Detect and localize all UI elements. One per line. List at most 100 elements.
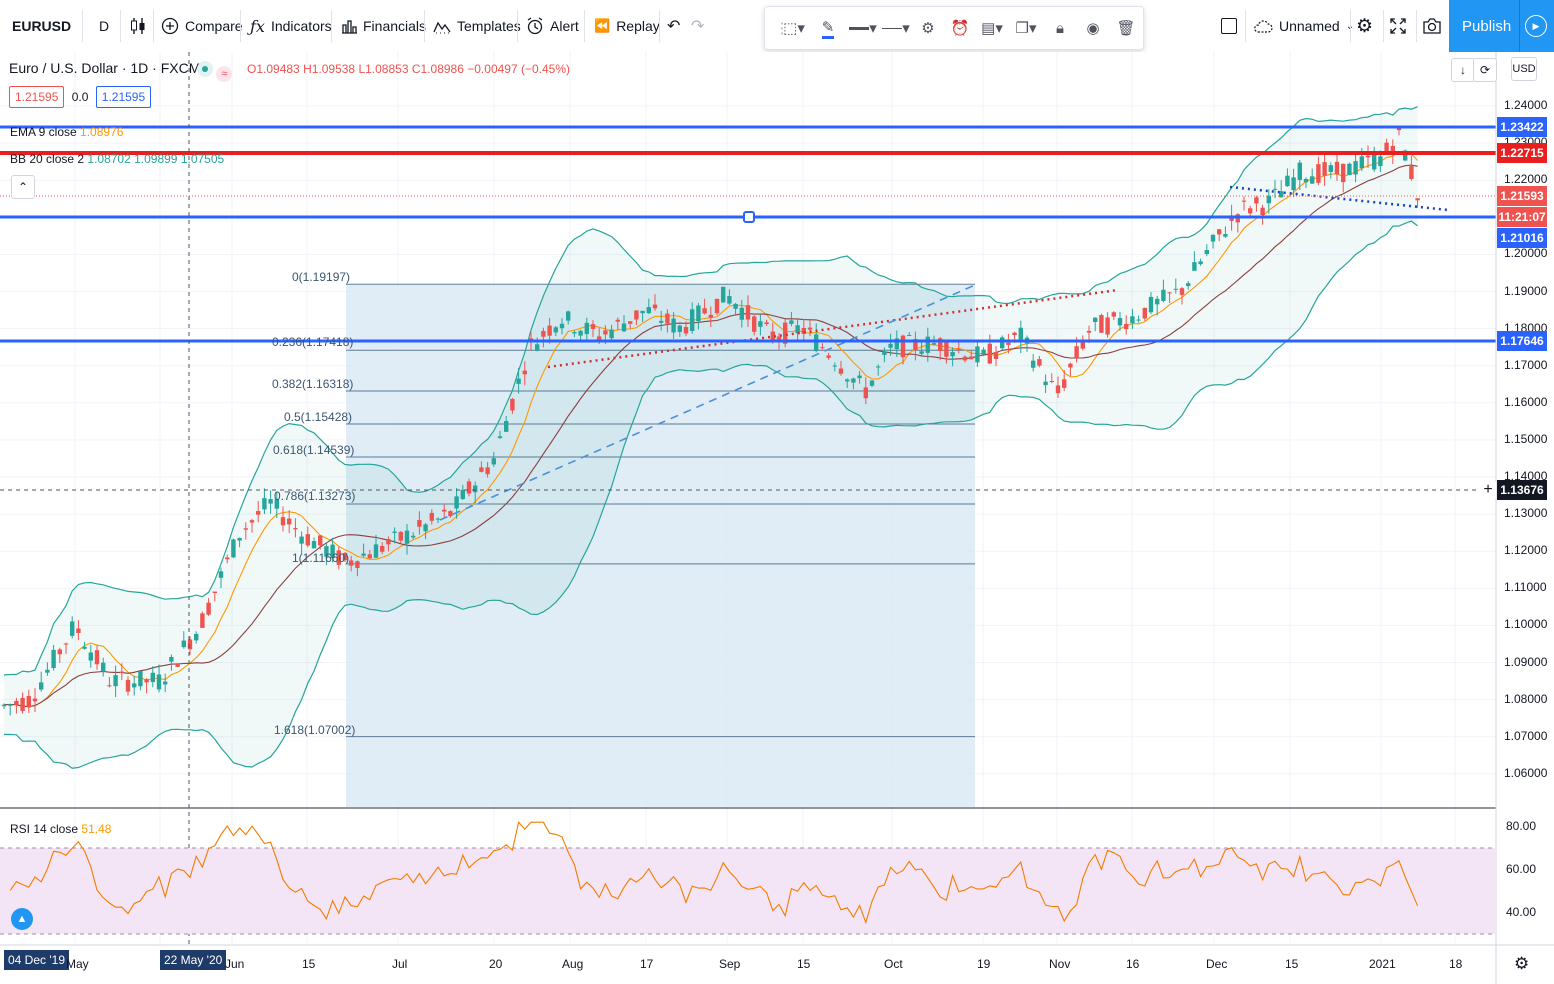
candle-body <box>101 662 106 672</box>
candle-body <box>1031 360 1036 368</box>
candle-body <box>200 613 205 628</box>
sell-button[interactable]: 1.21595 <box>9 86 65 108</box>
line-color-button[interactable]: ✎ <box>815 15 841 41</box>
candle-body <box>559 323 565 329</box>
redo-button[interactable]: ↷ <box>691 0 704 52</box>
candle-body <box>1272 188 1278 190</box>
candle-body <box>931 343 937 345</box>
fib-level-label: 0.5(1.15428) <box>284 410 353 424</box>
bb-values: 1.08702 1.09899 1.07505 <box>87 152 225 166</box>
candle-body <box>454 496 459 509</box>
bb-label: BB 20 close 2 <box>10 152 85 166</box>
collapse-legend-button[interactable]: ⌃ <box>11 175 35 199</box>
drawing-settings-button[interactable]: ⚙ <box>915 15 941 41</box>
drag-handle[interactable]: ⋮ <box>774 20 790 37</box>
time-axis-label: 15 <box>302 957 316 971</box>
candle-body <box>194 633 199 641</box>
candle-body <box>1403 150 1408 161</box>
line-width-button[interactable]: ▾ <box>847 15 879 41</box>
candle-body <box>690 309 695 331</box>
price-axis-label: 1.09000 <box>1504 654 1548 669</box>
layout-checkbox[interactable] <box>1221 0 1237 52</box>
market-status[interactable]: ≈ <box>197 59 233 82</box>
indicators-button[interactable]: ƒx Indicators <box>250 0 332 52</box>
candle-body <box>919 351 924 354</box>
line-style-button[interactable]: ▾ <box>880 15 912 41</box>
alert-drawing-button[interactable]: ⏰ <box>947 15 973 41</box>
play-circle-icon: ▶ <box>1525 15 1547 37</box>
lock-button[interactable]: 🔒︎ <box>1047 15 1073 41</box>
compare-label: Compare <box>185 18 243 34</box>
fullscreen-button[interactable] <box>1390 0 1406 52</box>
fib-level-label: 0.618(1.14539) <box>273 443 355 457</box>
candle-body <box>652 304 658 309</box>
candle-body <box>1062 379 1067 388</box>
price-axis-label: 1.07000 <box>1504 728 1548 743</box>
symbol-search-button[interactable]: EURUSD <box>12 0 71 52</box>
scroll-down-button[interactable]: ↓ <box>1451 58 1475 82</box>
alert-button[interactable]: Alert <box>526 0 579 52</box>
currency-button[interactable]: USD <box>1511 57 1537 81</box>
candle-body <box>621 323 627 332</box>
layout-name-button[interactable]: Unnamed ⌄ <box>1253 0 1354 52</box>
candle-body <box>1359 156 1364 169</box>
undo-button[interactable]: ↶ <box>667 0 680 52</box>
chart-type-button[interactable] <box>130 0 146 52</box>
template-button[interactable]: ⬚▾ <box>781 15 807 41</box>
candle-body <box>1124 323 1129 330</box>
time-axis-label: 22 May '20 <box>160 950 227 970</box>
clone-button[interactable]: ❐▾ <box>1013 15 1039 41</box>
candle-body <box>144 679 149 683</box>
hide-button[interactable]: ◉ <box>1080 15 1106 41</box>
fullscreen-icon <box>1390 18 1406 34</box>
price-axis-label: 1.14000 <box>1504 469 1548 483</box>
settings-button[interactable]: ⚙ <box>1356 0 1373 52</box>
candle-body <box>113 675 118 687</box>
snapshot-button[interactable] <box>1422 0 1442 52</box>
bar-chart-icon <box>342 20 357 34</box>
time-axis-label: Dec <box>1206 957 1228 971</box>
candle-body <box>181 640 186 648</box>
logo-icon[interactable]: ▲ <box>11 908 33 930</box>
candle-body <box>1018 327 1023 343</box>
open-value: O1.09483 <box>247 62 300 76</box>
candle-body <box>175 663 180 667</box>
delete-button[interactable]: 🗑︎ <box>1113 15 1139 41</box>
price-chart[interactable] <box>0 52 1554 984</box>
interval-button[interactable]: D <box>99 0 109 52</box>
financials-button[interactable]: Financials <box>341 0 426 52</box>
candle-body <box>1334 161 1340 175</box>
axis-settings-button[interactable]: ⚙ <box>1514 954 1529 974</box>
candle-body <box>776 336 782 340</box>
price-axis-label: 1.11000 <box>1504 580 1547 595</box>
candle-body <box>76 628 81 633</box>
candle-body <box>907 335 912 337</box>
alarm-clock-icon <box>527 17 543 35</box>
restore-icon: ⟳ <box>1479 63 1491 77</box>
candle-body <box>299 536 304 544</box>
fib-retracement-zone <box>346 285 975 807</box>
candle-body <box>1000 337 1005 349</box>
candle-body <box>969 356 974 360</box>
candle-body <box>975 346 980 363</box>
ema-legend[interactable]: EMA 9 close 1.08976 <box>10 125 123 139</box>
candle-body <box>1322 162 1327 176</box>
buy-button[interactable]: 1.21595 <box>95 86 152 108</box>
restore-button[interactable]: ⟳ <box>1473 58 1497 82</box>
chevron-up-icon: ⌃ <box>17 180 29 194</box>
candle-body <box>473 485 478 493</box>
templates-button[interactable]: Templates <box>433 0 521 52</box>
bb-legend[interactable]: BB 20 close 2 1.08702 1.09899 1.07505 <box>10 152 224 166</box>
fib-level-label: 1(1.11660) <box>292 551 350 565</box>
compare-button[interactable]: Compare <box>161 0 243 52</box>
candle-body <box>838 368 844 374</box>
visibility-button[interactable]: ▤▾ <box>979 15 1005 41</box>
trash-icon: 🗑︎ <box>1116 20 1136 37</box>
publish-button[interactable]: Publish ▶ <box>1449 0 1554 52</box>
price-axis-label: 1.10000 <box>1504 617 1548 632</box>
rsi-legend[interactable]: RSI 14 close 51.48 <box>10 822 111 836</box>
candle-body <box>39 682 44 690</box>
candle-body <box>628 321 633 324</box>
candle-body <box>237 537 242 541</box>
replay-button[interactable]: ⏪ Replay <box>594 0 660 52</box>
